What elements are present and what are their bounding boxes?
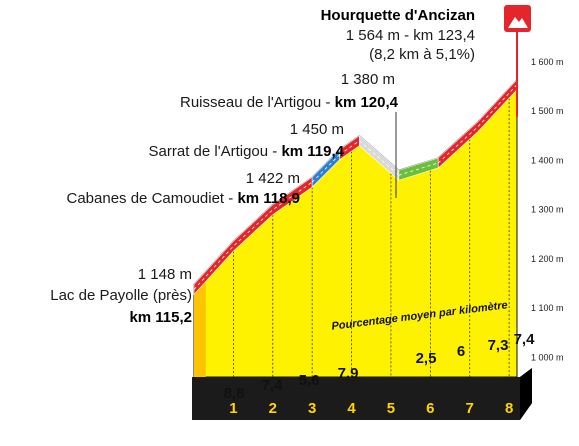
annotation-elevation: 1 380 m (341, 71, 395, 88)
annotation-elevation: 1 148 m (138, 266, 192, 283)
summit-flag-icon (504, 5, 531, 117)
profile-segment-stripe (311, 154, 341, 183)
km-marker-label: 8 (505, 400, 513, 417)
annotation-name: Sarrat de l'Artigou - km 119,4 (149, 143, 345, 160)
profile-area (193, 78, 518, 378)
annotation-title: Hourquette d'Ancizan (321, 7, 475, 24)
km-marker-label: 1 (229, 400, 237, 417)
y-tick-label: 1 400 m (531, 155, 564, 165)
grade-label: 5,6 (299, 372, 320, 389)
annotations: 1 148 m Lac de Payolle (près) km 115,2 1 42… (50, 7, 475, 326)
annotation-name: Lac de Payolle (près) (50, 287, 192, 304)
km-gridlines (232, 98, 510, 377)
profile-segment-stripe (339, 140, 360, 155)
annotation-km: km 115,2 (129, 309, 192, 326)
km-marker-label: 4 (347, 400, 356, 417)
annotation-name: Ruisseau de l'Artigou - km 120,4 (180, 94, 399, 111)
km-marker-label: 2 (269, 400, 277, 417)
y-tick-label: 1 600 m (531, 57, 564, 67)
km-marker-label: 5 (387, 400, 395, 417)
profile-segment-stripe (193, 181, 313, 290)
y-tick-label: 1 100 m (531, 303, 564, 313)
grade-label: 7,9 (338, 365, 359, 382)
grade-labels: 8,8 7,4 5,6 7,9 2,5 6 7,3 7,4 (224, 331, 536, 402)
y-tick-label: 1 300 m (531, 205, 564, 215)
annotation-elevation: 1 564 m - km 123,4 (346, 27, 475, 44)
annotation-detail: (8,2 km à 5,1%) (369, 46, 475, 63)
profile-segment-stripe (437, 84, 518, 164)
grade-label: 2,5 (416, 350, 437, 367)
grade-label: 8,8 (224, 385, 245, 402)
base-band-side (520, 368, 532, 420)
profile-top-band (193, 78, 518, 296)
grade-label: 7,4 (514, 331, 536, 348)
annotation-elevation: 1 422 m (246, 170, 300, 187)
base-band (192, 368, 532, 420)
profile-segment-stripe (398, 162, 439, 176)
profile-start-shade (194, 281, 206, 377)
grade-label: 6 (457, 343, 465, 360)
y-tick-label: 1 200 m (531, 254, 564, 264)
km-marker-label: 3 (308, 400, 316, 417)
grade-label: 7,4 (262, 377, 284, 394)
annotation-elevation: 1 450 m (290, 121, 344, 138)
profile-fill (193, 78, 518, 378)
km-marker-label: 6 (426, 400, 434, 417)
annotation-name: Cabanes de Camoudiet - km 118,9 (67, 190, 301, 207)
y-axis: 1 000 m 1 100 m 1 200 m 1 300 m 1 400 m 1 500… (531, 57, 564, 362)
profile-segment-stripe (359, 140, 400, 176)
km-base-band: 1 2 3 4 5 6 7 8 (192, 368, 532, 420)
y-tick-label: 1 500 m (531, 106, 564, 116)
km-marker-label: 7 (466, 400, 474, 417)
grade-label: 7,3 (488, 337, 509, 354)
y-tick-label: 1 000 m (531, 352, 564, 362)
